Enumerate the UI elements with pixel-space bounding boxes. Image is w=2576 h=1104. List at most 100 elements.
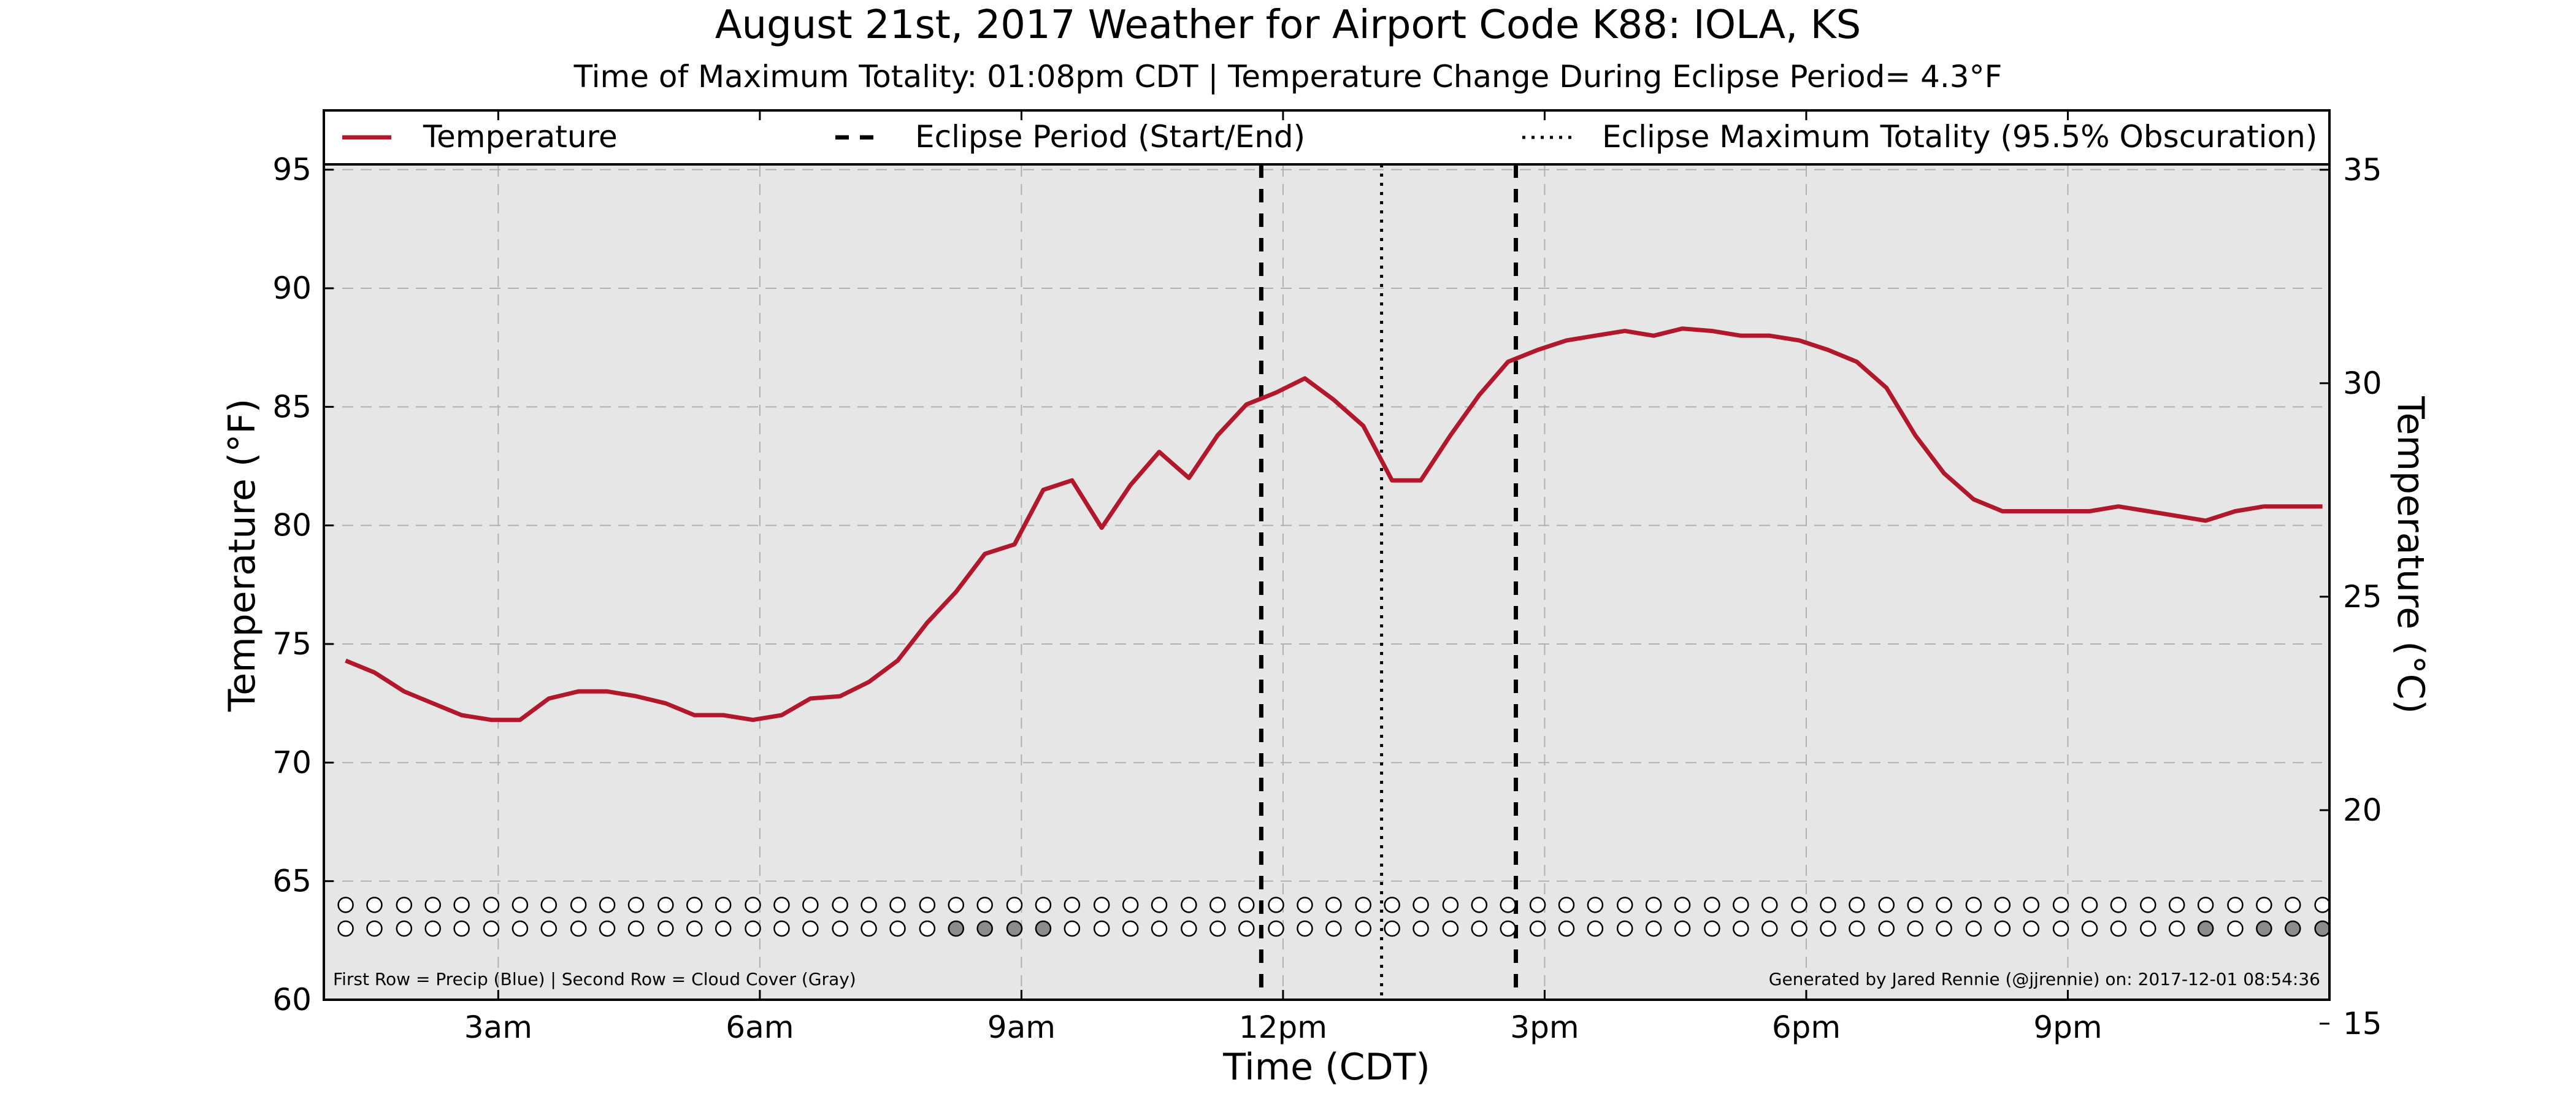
x-tick-label: 3am (464, 1010, 532, 1045)
cloud-marker (1936, 920, 1952, 937)
cloud-marker (2140, 920, 2156, 937)
precip-marker (1965, 897, 1982, 913)
cloud-marker (773, 920, 790, 937)
y-right-tick-label: 25 (2343, 579, 2382, 615)
temperature-line (345, 326, 2323, 723)
precip-marker (1849, 897, 1865, 913)
legend-eclipse-period-label: Eclipse Period (Start/End) (915, 119, 1305, 155)
precip-marker (1558, 897, 1575, 913)
cloud-marker (889, 920, 906, 937)
cloud-marker (1791, 920, 1807, 937)
precip-marker (1122, 897, 1139, 913)
precip-marker (627, 897, 645, 913)
x-tick-label: 9am (987, 1010, 1056, 1045)
x-tick-label: 6am (726, 1010, 794, 1045)
legend-eclipse-max-label: Eclipse Maximum Totality (95.5% Obscurat… (1602, 119, 2317, 155)
y-tick-label: 80 (272, 508, 312, 543)
cloud-marker (570, 920, 587, 937)
cloud-marker (1849, 920, 1865, 937)
plot-area (324, 110, 2329, 1000)
legend-temperature-label: Temperature (423, 119, 618, 155)
precip-marker (861, 897, 877, 913)
cloud-marker (976, 920, 993, 937)
precip-marker (1413, 897, 1429, 913)
cloud-marker (1994, 920, 2011, 937)
precip-marker (366, 897, 383, 913)
cloud-marker (2256, 920, 2272, 937)
precip-marker (1820, 897, 1836, 913)
cloud-marker (1355, 920, 1371, 937)
cloud-marker (1645, 920, 1662, 937)
cloud-marker (1587, 920, 1604, 937)
plot-frame (323, 109, 2331, 1001)
precip-marker (919, 897, 936, 913)
precip-marker (1035, 897, 1052, 913)
precip-marker (1384, 897, 1400, 913)
y-tick-label: 95 (272, 152, 312, 188)
grid-lines (324, 110, 2329, 1000)
cloud-marker (861, 920, 877, 937)
y-tick-label: 60 (272, 982, 312, 1018)
precip-marker (773, 897, 790, 913)
x-axis-label: Time (CDT) (1222, 1046, 1430, 1089)
cloud-marker (1413, 920, 1429, 937)
precip-marker (2110, 897, 2127, 913)
precip-marker (1616, 897, 1633, 913)
cloud-marker (2081, 920, 2098, 937)
x-tick-label: 6pm (1772, 1010, 1841, 1045)
cloud-marker (1035, 920, 1052, 937)
cloud-marker (2168, 920, 2185, 937)
precip-marker (1761, 897, 1778, 913)
cloud-marker (1674, 920, 1691, 937)
precip-marker (1209, 897, 1226, 913)
precip-marker (1704, 897, 1720, 913)
cloud-marker (1268, 920, 1284, 937)
precip-marker (1064, 897, 1081, 913)
cloud-marker (1151, 920, 1168, 937)
precip-marker (1006, 897, 1023, 913)
cloud-marker (2023, 920, 2040, 937)
precip-marker (657, 897, 674, 913)
cloud-marker (1442, 920, 1459, 937)
precip-marker (2285, 897, 2301, 913)
x-tick-label: 12pm (1239, 1010, 1327, 1045)
eclipse-lines (1259, 164, 1519, 1000)
precip-marker (1471, 897, 1488, 913)
precip-marker (948, 897, 965, 913)
cloud-marker (1500, 920, 1516, 937)
y-right-tick-label: 20 (2343, 792, 2382, 828)
cloud-marker (919, 920, 936, 937)
precip-marker (802, 897, 819, 913)
cloud-marker (1093, 920, 1110, 937)
precip-marker (1645, 897, 1662, 913)
chart-subtitle: Time of Maximum Totality: 01:08pm CDT | … (573, 59, 2003, 94)
precip-marker (2197, 897, 2214, 913)
x-tick-label: 9pm (2033, 1010, 2102, 1045)
precip-marker (2314, 897, 2331, 913)
cloud-marker (1325, 920, 1342, 937)
precip-marker (570, 897, 587, 913)
precip-marker (1151, 897, 1168, 913)
precip-marker (1936, 897, 1952, 913)
cloud-marker (1704, 920, 1720, 937)
y-tick-label: 85 (272, 389, 312, 424)
cloud-marker (1122, 920, 1139, 937)
precip-marker (1297, 897, 1313, 913)
y-axis-left-label: Temperature (°F) (221, 399, 264, 712)
cloud-marker (512, 920, 529, 937)
cloud-marker (2052, 920, 2069, 937)
cloud-marker (1006, 920, 1023, 937)
precip-marker (1994, 897, 2011, 913)
footnote-left: First Row = Precip (Blue) | Second Row =… (333, 969, 856, 989)
y-axis-right-ticks: 15 20 25 30 35 (2320, 152, 2382, 1041)
cloud-marker (366, 920, 383, 937)
cloud-marker (715, 920, 732, 937)
chart-title: August 21st, 2017 Weather for Airport Co… (715, 2, 1861, 48)
y-axis-left-ticks: 60 65 70 75 80 85 90 95 (272, 152, 334, 1018)
precip-marker (1181, 897, 1197, 913)
precip-marker (2256, 897, 2272, 913)
x-tick-label: 3pm (1510, 1010, 1579, 1045)
precip-marker (1674, 897, 1691, 913)
cloud-marker (1733, 920, 1749, 937)
cloud-marker (599, 920, 616, 937)
